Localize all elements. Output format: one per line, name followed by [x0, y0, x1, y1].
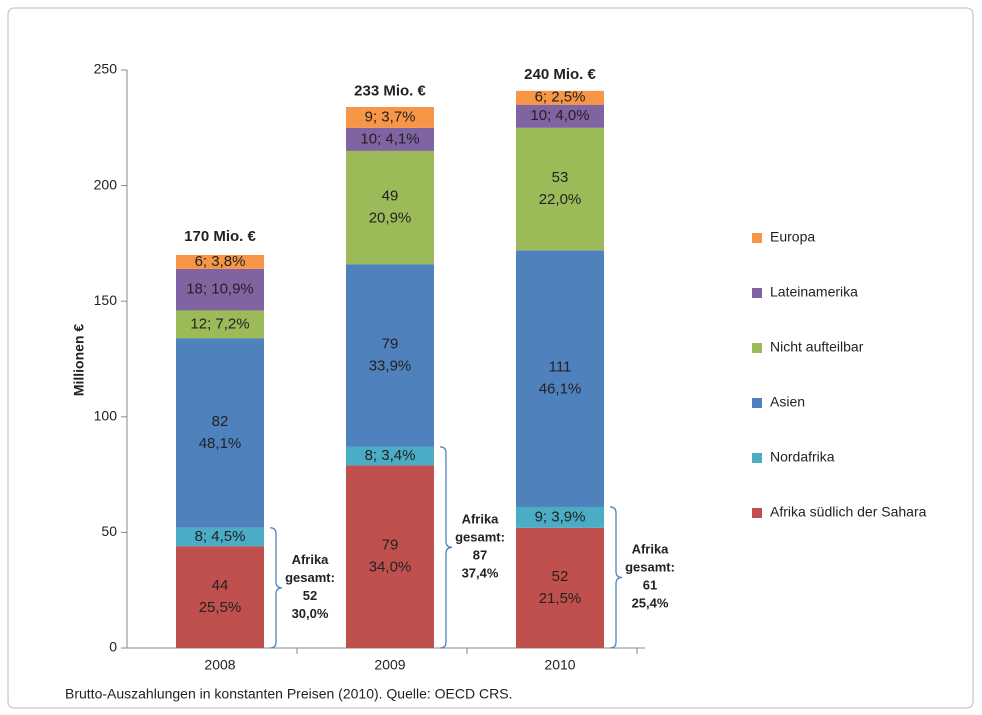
value-label: 53 22,0% — [539, 169, 582, 208]
value-label: 6; 2,5% — [535, 89, 586, 106]
value-label: 9; 3,9% — [535, 508, 586, 525]
bar-segment — [516, 527, 604, 648]
legend-label: Europa — [770, 229, 815, 245]
bar-segment — [346, 127, 434, 151]
footnote: Brutto-Auszahlungen in konstanten Preise… — [65, 686, 512, 702]
bar-segment — [346, 446, 434, 466]
bar-segment — [346, 106, 434, 128]
value-label: 18; 10,9% — [186, 281, 254, 298]
bar-segment — [176, 338, 264, 528]
value-label: 10; 4,0% — [530, 107, 589, 124]
brace — [269, 527, 283, 649]
bar-segment — [346, 465, 434, 648]
y-tick-label: 250 — [94, 61, 118, 77]
annotation: Afrika gesamt: 52 30,0% — [285, 552, 335, 621]
legend-swatch — [752, 398, 762, 408]
legend-label: Asien — [770, 394, 805, 410]
bar-segment — [176, 254, 264, 269]
legend-swatch — [752, 508, 762, 518]
legend-label: Nicht aufteilbar — [770, 339, 864, 355]
bar-segment — [176, 527, 264, 547]
y-tick-label: 200 — [94, 176, 118, 192]
value-label: 10; 4,1% — [360, 130, 419, 147]
bar-segment — [176, 268, 264, 311]
bar-segment — [516, 506, 604, 528]
value-label: 111 46,1% — [539, 359, 582, 398]
value-label: 79 34,0% — [369, 537, 412, 576]
total-label: 240 Mio. € — [524, 66, 596, 83]
legend-label: Nordafrika — [770, 449, 835, 465]
value-label: 6; 3,8% — [195, 253, 246, 270]
x-tick-label: 2009 — [374, 657, 405, 673]
legend-label: Afrika südlich der Sahara — [770, 504, 927, 520]
value-label: 12; 7,2% — [190, 315, 249, 332]
bar-segment — [346, 150, 434, 265]
total-label: 170 Mio. € — [184, 228, 256, 245]
bar-segment — [516, 127, 604, 251]
y-tick-label: 50 — [101, 523, 117, 539]
x-tick-label: 2008 — [204, 657, 235, 673]
brace — [439, 446, 453, 649]
legend-label: Lateinamerika — [770, 284, 858, 300]
bar-segment — [516, 90, 604, 105]
bar-segment — [516, 104, 604, 128]
bar-segment — [176, 310, 264, 339]
bar-segment — [176, 546, 264, 648]
legend-swatch — [752, 453, 762, 463]
legend-swatch — [752, 288, 762, 298]
value-label: 49 20,9% — [369, 188, 412, 227]
annotation: Afrika gesamt: 87 37,4% — [455, 512, 505, 581]
value-label: 79 33,9% — [369, 336, 412, 375]
brace — [609, 506, 623, 649]
total-label: 233 Mio. € — [354, 82, 426, 99]
y-axis-label: Millionen € — [71, 324, 87, 397]
legend-swatch — [752, 343, 762, 353]
bar-segment — [516, 250, 604, 507]
frame — [7, 7, 974, 709]
value-label: 9; 3,7% — [365, 108, 416, 125]
y-tick-label: 0 — [109, 639, 117, 655]
value-label: 8; 3,4% — [365, 447, 416, 464]
value-label: 8; 4,5% — [195, 528, 246, 545]
value-label: 44 25,5% — [199, 577, 242, 616]
y-tick-label: 150 — [94, 292, 118, 308]
legend-swatch — [752, 233, 762, 243]
value-label: 82 48,1% — [199, 413, 242, 452]
annotation: Afrika gesamt: 61 25,4% — [625, 542, 675, 611]
y-tick-label: 100 — [94, 408, 118, 424]
bar-segment — [346, 264, 434, 447]
value-label: 52 21,5% — [539, 568, 582, 607]
x-tick-label: 2010 — [544, 657, 575, 673]
